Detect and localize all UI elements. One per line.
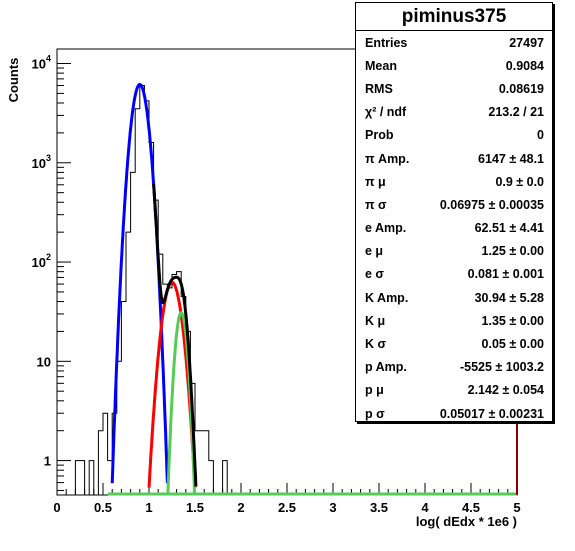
stats-label: e μ [365, 244, 384, 259]
x-tick-label: 1.5 [186, 500, 204, 515]
stats-value: 27497 [509, 35, 544, 50]
x-tick-label: 1 [145, 500, 152, 515]
stats-label: p μ [365, 383, 384, 398]
stats-label: π Amp. [365, 151, 410, 166]
stats-label: K σ [365, 337, 387, 352]
stats-value: 0.05017 ± 0.00231 [439, 406, 544, 421]
stats-row: e Amp. 62.51 ± 4.41 [356, 217, 552, 240]
stats-value: 6147 ± 48.1 [478, 151, 544, 166]
stats-value: 1.25 ± 0.00 [481, 244, 544, 259]
stats-row: χ² / ndf 213.2 / 21 [356, 101, 552, 124]
stats-value: 1.35 ± 0.00 [481, 313, 544, 328]
x-tick-label: 3.5 [370, 500, 388, 515]
stats-label: π μ [365, 174, 386, 189]
fit-curve-total [152, 183, 198, 487]
y-tick-label: 1 [44, 454, 51, 469]
stats-row: e μ 1.25 ± 0.00 [356, 240, 552, 263]
stats-row: RMS 0.08619 [356, 77, 552, 100]
stats-label: p σ [365, 406, 385, 421]
stats-row: p μ 2.142 ± 0.054 [356, 379, 552, 402]
stats-label: Entries [365, 35, 408, 50]
stats-value: 62.51 ± 4.41 [474, 221, 544, 236]
stats-label: χ² / ndf [365, 105, 407, 120]
stats-box: piminus375 Entries 27497 Mean 0.9084 RMS 0.08… [355, 2, 553, 422]
stats-label: e Amp. [365, 221, 407, 236]
x-tick-label: 5 [513, 500, 520, 515]
stats-row: π σ 0.06975 ± 0.00035 [356, 193, 552, 216]
stats-value: 0 [537, 128, 544, 143]
stats-title: piminus375 [356, 3, 552, 31]
stats-value: 30.94 ± 5.28 [474, 290, 544, 305]
stats-value: 2.142 ± 0.054 [467, 383, 544, 398]
stats-row: K μ 1.35 ± 0.00 [356, 309, 552, 332]
y-axis-label: Counts [6, 58, 21, 103]
y-tick-label: 10 [37, 354, 51, 369]
fit-curve-e [147, 280, 197, 488]
stats-row: K σ 0.05 ± 0.00 [356, 332, 552, 355]
stats-value: 0.9084 [505, 58, 544, 73]
x-tick-label: 4 [421, 500, 429, 515]
y-tick-label: 102 [32, 252, 51, 270]
stats-label: Mean [365, 58, 397, 73]
stats-label: K μ [365, 313, 386, 328]
stats-row: K Amp. 30.94 ± 5.28 [356, 286, 552, 309]
stats-value: -5525 ± 1003.2 [459, 360, 544, 375]
stats-value: 0.06975 ± 0.00035 [439, 197, 544, 212]
stats-row: p σ 0.05017 ± 0.00231 [356, 402, 552, 425]
y-axis: 1 10 102 103 104 [32, 54, 71, 491]
stats-rows: Entries 27497 Mean 0.9084 RMS 0.08619 χ² / ndf… [356, 31, 552, 425]
y-tick-label: 104 [32, 54, 51, 72]
stats-label: K Amp. [365, 290, 409, 305]
stats-value: 0.081 ± 0.001 [467, 267, 544, 282]
stats-row: e σ 0.081 ± 0.001 [356, 263, 552, 286]
stats-label: RMS [365, 81, 393, 96]
stats-label: Prob [365, 128, 394, 143]
stats-label: e σ [365, 267, 384, 282]
stats-row: π Amp. 6147 ± 48.1 [356, 147, 552, 170]
stats-row: Entries 27497 [356, 31, 552, 54]
x-tick-label: 2 [237, 500, 244, 515]
stats-value: 213.2 / 21 [488, 105, 544, 120]
stats-row: Mean 0.9084 [356, 54, 552, 77]
x-tick-label: 0.5 [94, 500, 112, 515]
x-axis-label: log( dEdx * 1e6 ) [416, 514, 517, 529]
x-tick-label: 2.5 [278, 500, 296, 515]
stats-label: π σ [365, 197, 387, 212]
stats-row: π μ 0.9 ± 0.0 [356, 170, 552, 193]
x-tick-label: 3 [329, 500, 336, 515]
x-axis: 0 0.5 1 1.5 2 2.5 3 3.5 4 4.5 5 [53, 483, 521, 515]
stats-value: 0.08619 [498, 81, 544, 96]
stats-row: Prob 0 [356, 124, 552, 147]
x-tick-label: 0 [53, 500, 60, 515]
stats-row: p Amp. -5525 ± 1003.2 [356, 356, 552, 379]
x-tick-label: 4.5 [462, 500, 480, 515]
stats-value: 0.05 ± 0.00 [481, 337, 544, 352]
stats-label: p Amp. [365, 360, 407, 375]
stats-value: 0.9 ± 0.0 [495, 174, 544, 189]
y-tick-label: 103 [32, 153, 51, 171]
